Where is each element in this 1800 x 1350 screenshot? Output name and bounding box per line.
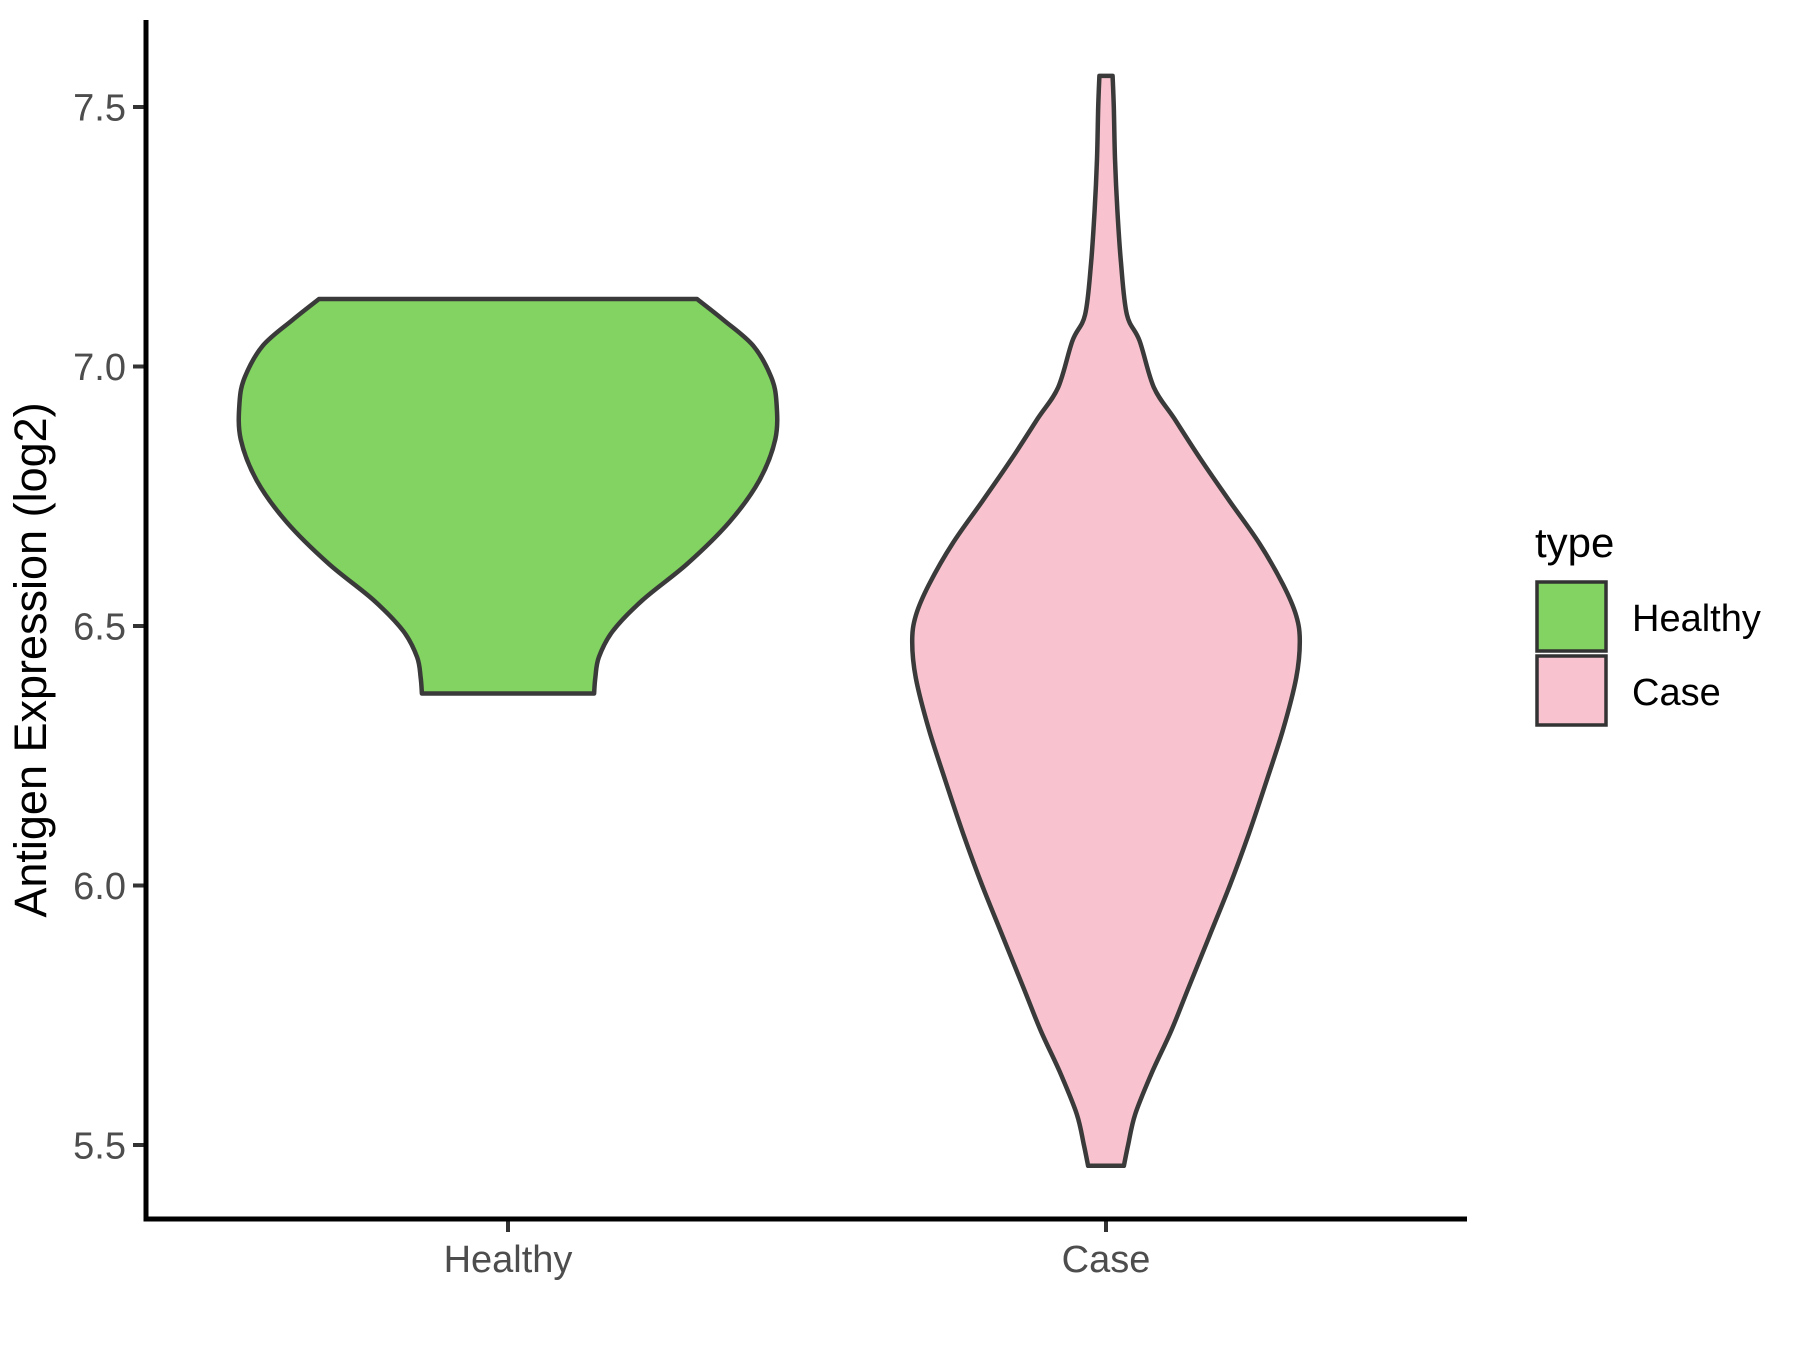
legend-title: type <box>1535 519 1614 566</box>
y-tick-label-7-5: 7.5 <box>73 87 126 129</box>
x-category-label-case: Case <box>1062 1239 1151 1281</box>
legend-key-case <box>1535 654 1608 727</box>
x-category-label-healthy: Healthy <box>444 1239 573 1281</box>
legend-label-healthy: Healthy <box>1632 598 1761 640</box>
legend-key-healthy <box>1535 580 1608 653</box>
violins-layer <box>236 73 1303 1169</box>
y-tick-label-6-5: 6.5 <box>73 606 126 648</box>
y-tick-label-5-5: 5.5 <box>73 1125 126 1167</box>
y-tick-label-7-0: 7.0 <box>73 347 126 389</box>
legend: type Healthy Case <box>1535 519 1761 727</box>
y-tick-label-6-0: 6.0 <box>73 866 126 908</box>
y-axis-title: Antigen Expression (log2) <box>5 402 56 917</box>
violin-healthy <box>236 296 780 696</box>
legend-label-case: Case <box>1632 672 1721 714</box>
violin-case <box>909 73 1303 1169</box>
